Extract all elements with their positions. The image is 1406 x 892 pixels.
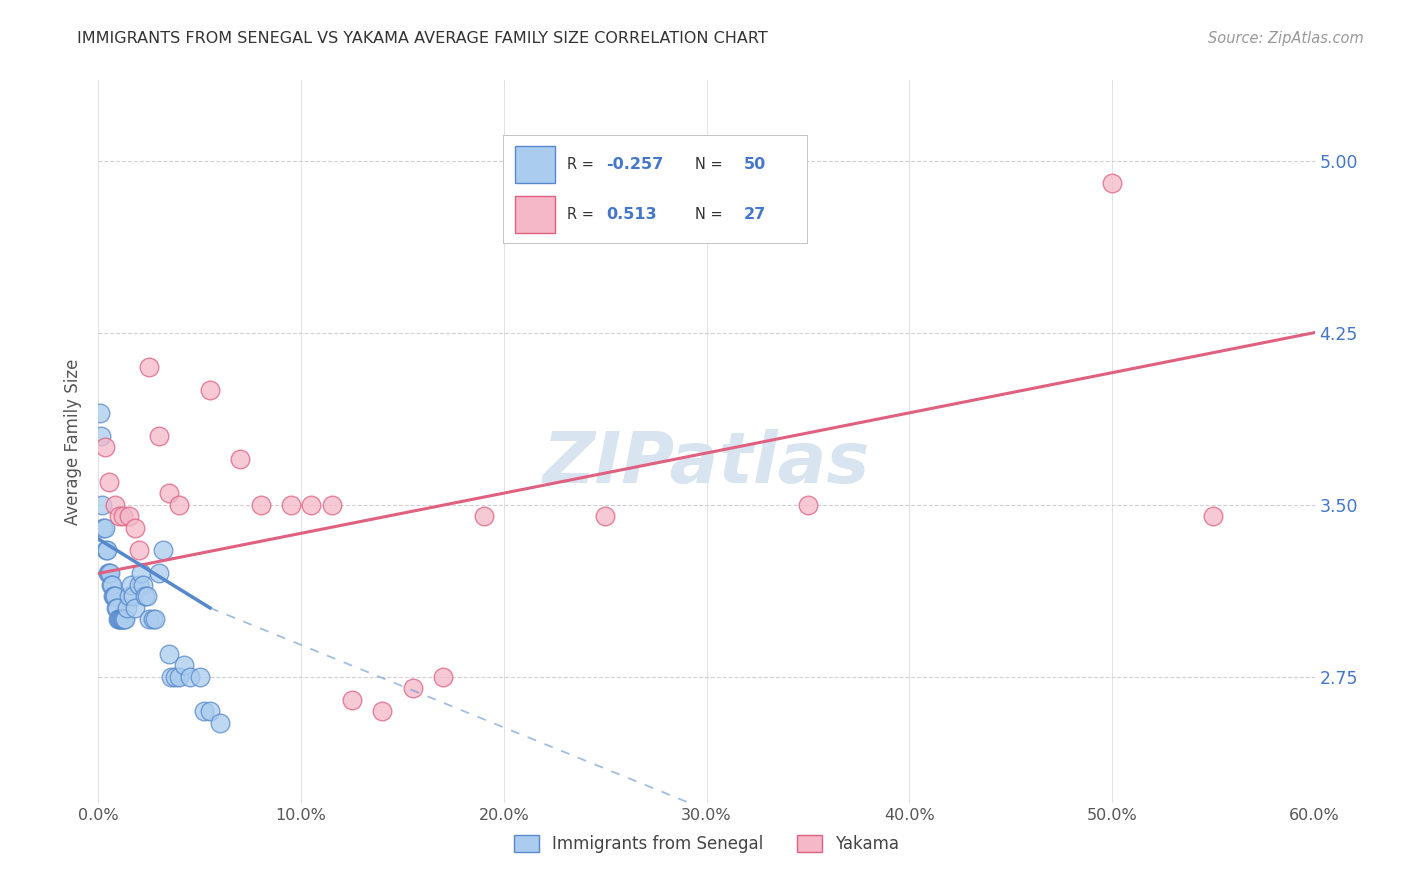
Text: N =: N = [695,157,727,171]
Point [371,704,394,718]
Point [107,509,129,524]
Point [593,509,616,524]
Point [111,612,134,626]
Point [100,578,122,592]
Text: IMMIGRANTS FROM SENEGAL VS YAKAMA AVERAGE FAMILY SIZE CORRELATION CHART: IMMIGRANTS FROM SENEGAL VS YAKAMA AVERAG… [77,31,768,46]
Point [198,383,221,397]
Point [129,566,152,581]
Point [128,543,150,558]
FancyBboxPatch shape [515,145,554,183]
Point [229,451,252,466]
Point [89,406,111,420]
Point [169,670,191,684]
Point [93,520,115,534]
Point [122,590,145,604]
Point [148,566,170,581]
Point [1202,509,1225,524]
Point [173,658,195,673]
Point [138,359,160,374]
Point [136,590,159,604]
Point [152,543,174,558]
Point [100,578,122,592]
Point [94,543,117,558]
Point [128,578,150,592]
Point [124,600,146,615]
Point [188,670,211,684]
Point [280,498,302,512]
Text: N =: N = [695,207,727,222]
Point [91,498,114,512]
Point [160,670,183,684]
Point [118,590,141,604]
Point [96,566,118,581]
Point [142,612,165,626]
Point [104,600,127,615]
Text: R =: R = [567,207,598,222]
Point [111,509,134,524]
Text: R =: R = [567,157,598,171]
Point [198,704,221,718]
Point [104,590,127,604]
Point [401,681,423,695]
Point [797,498,820,512]
Point [110,612,132,626]
Point [114,612,136,626]
Point [165,670,187,684]
Text: ZIPatlas: ZIPatlas [543,429,870,498]
Point [157,647,180,661]
Point [112,612,135,626]
Point [472,509,495,524]
Point [90,429,112,443]
Point [138,612,160,626]
Point [1101,177,1123,191]
Point [97,475,120,489]
Y-axis label: Average Family Size: Average Family Size [65,359,83,524]
Point [120,578,142,592]
Point [134,590,156,604]
Point [143,612,166,626]
Point [321,498,343,512]
Point [98,566,121,581]
Point [111,612,134,626]
Point [107,612,129,626]
Point [299,498,322,512]
Point [101,590,124,604]
Point [340,692,363,706]
Point [115,600,138,615]
Point [169,498,191,512]
Legend: Immigrants from Senegal, Yakama: Immigrants from Senegal, Yakama [508,828,905,860]
Point [108,612,131,626]
Point [104,498,127,512]
Point [209,715,232,730]
Point [103,590,125,604]
Point [148,429,170,443]
FancyBboxPatch shape [503,135,808,244]
Point [193,704,215,718]
Point [107,612,129,626]
Point [179,670,201,684]
Text: 27: 27 [744,207,766,222]
Point [93,520,115,534]
Point [124,520,146,534]
Point [97,566,120,581]
Point [93,440,115,454]
Text: 0.513: 0.513 [606,207,657,222]
Point [432,670,454,684]
Point [249,498,271,512]
Point [96,543,118,558]
Point [157,486,180,500]
Point [118,509,141,524]
Point [105,600,128,615]
Point [132,578,155,592]
Text: Source: ZipAtlas.com: Source: ZipAtlas.com [1208,31,1364,46]
Text: -0.257: -0.257 [606,157,664,171]
FancyBboxPatch shape [515,196,554,234]
Text: 50: 50 [744,157,766,171]
